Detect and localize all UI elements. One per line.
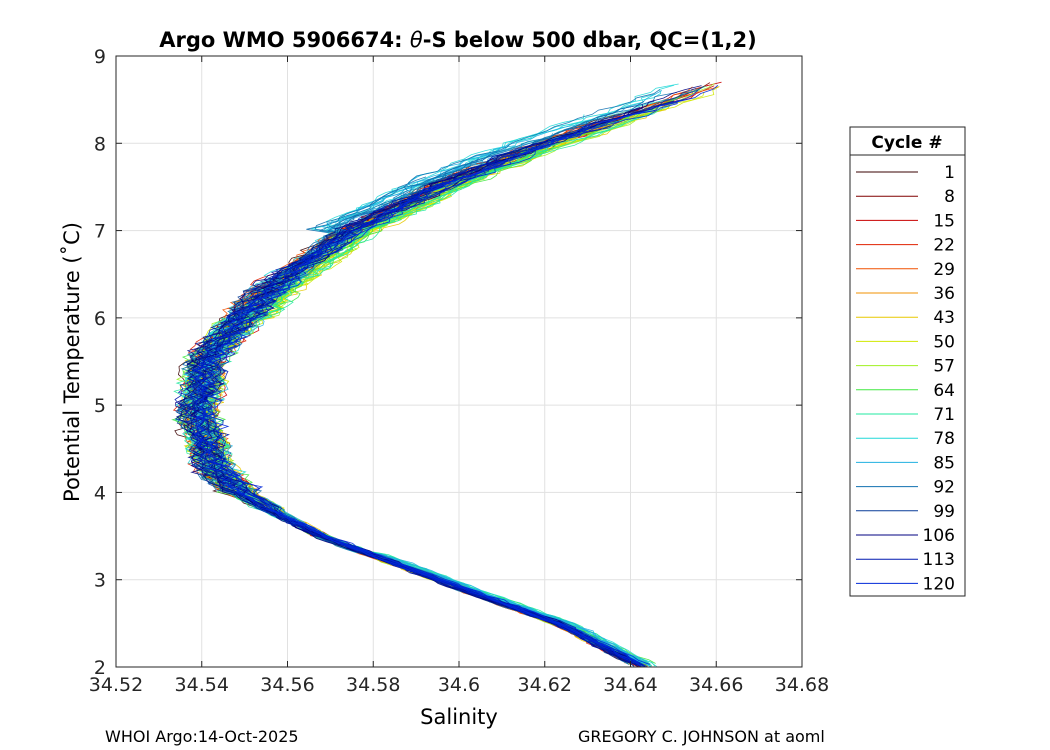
legend-title: Cycle # <box>871 133 942 153</box>
footer-right: GREGORY C. JOHNSON at aoml <box>578 727 825 746</box>
y-axis-label: Potential Temperature (˚C) <box>60 222 84 502</box>
legend-label: 57 <box>933 357 955 377</box>
legend-label: 92 <box>933 478 955 498</box>
x-tick-label: 34.68 <box>775 674 829 696</box>
legend-label: 64 <box>933 381 955 401</box>
legend-label: 36 <box>933 284 955 304</box>
profile-line-cycle-116 <box>195 99 678 665</box>
x-tick-label: 34.58 <box>346 674 400 696</box>
x-tick-label: 34.62 <box>518 674 572 696</box>
y-tick-label: 3 <box>94 570 106 592</box>
x-tick-label: 34.52 <box>89 674 143 696</box>
legend-label: 43 <box>933 308 955 328</box>
legend-label: 8 <box>944 187 955 207</box>
x-tick-label: 34.66 <box>689 674 743 696</box>
y-tick-label: 9 <box>94 46 106 68</box>
profile-line-cycle-120 <box>186 162 641 667</box>
legend-label: 29 <box>933 260 955 280</box>
profile-line-cycle-113 <box>191 98 685 665</box>
legend-label: 15 <box>933 211 955 231</box>
legend-label: 50 <box>933 332 955 352</box>
y-tick-label: 2 <box>94 657 106 679</box>
profile-line-cycle-115 <box>191 90 699 666</box>
y-tick-label: 8 <box>94 133 106 155</box>
profile-line-cycle-94 <box>194 92 677 666</box>
y-tick-label: 5 <box>94 395 106 417</box>
legend-label: 71 <box>933 405 955 425</box>
legend-box <box>849 126 966 597</box>
legend-label: 113 <box>923 550 955 570</box>
legend-label: 99 <box>933 502 955 522</box>
legend-label: 85 <box>933 453 955 473</box>
x-tick-label: 34.56 <box>260 674 314 696</box>
y-tick-label: 4 <box>94 482 106 504</box>
legend-label: 1 <box>944 163 955 183</box>
x-tick-label: 34.6 <box>438 674 480 696</box>
legend-label: 106 <box>923 526 955 546</box>
legend: Cycle # 1 8 15 22 29 36 43 50 57 64 71 78 85 92 99 106 1… <box>849 126 966 597</box>
axis-ticks: 34.52 34.54 34.56 34.58 34.6 34.62 34.64 34.66 3… <box>89 46 829 696</box>
x-tick-label: 34.54 <box>175 674 229 696</box>
x-tick-label: 34.64 <box>603 674 657 696</box>
profile-line-cycle-117 <box>195 110 656 668</box>
profile-line-cycle-114 <box>174 125 642 666</box>
y-tick-label: 7 <box>94 221 106 243</box>
legend-label: 120 <box>923 574 955 594</box>
x-axis-label: Salinity <box>420 705 498 729</box>
legend-label: 78 <box>933 429 955 449</box>
chart-title: Argo WMO 5906674: θ-S below 500 dbar, QC… <box>159 28 756 52</box>
footer-left: WHOI Argo:14-Oct-2025 <box>105 727 299 746</box>
profile-lines <box>171 81 722 668</box>
y-tick-label: 6 <box>94 308 106 330</box>
legend-label: 22 <box>933 236 955 256</box>
